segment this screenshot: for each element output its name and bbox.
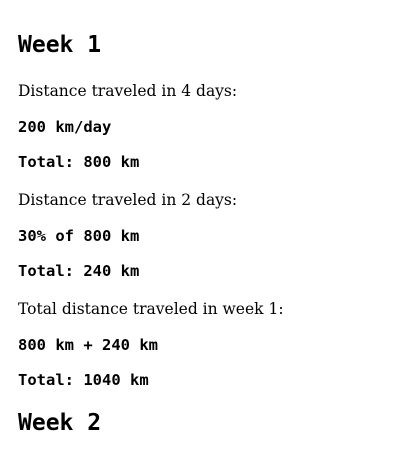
block-1-total: Total: 800 km xyxy=(18,153,140,171)
block-1-expression: 200 km/day xyxy=(18,118,112,136)
block-2-total: Total: 240 km xyxy=(18,262,140,280)
block-1-description: Distance traveled in 4 days: xyxy=(18,82,238,100)
week-1-heading: Week 1 xyxy=(18,32,102,58)
week-2-heading: Week 2 xyxy=(18,410,102,436)
block-2-description: Distance traveled in 2 days: xyxy=(18,191,238,209)
block-3-expression: 800 km + 240 km xyxy=(18,336,158,354)
document-page: Week 1 Distance traveled in 4 days: 200 … xyxy=(18,0,388,456)
block-3-description: Total distance traveled in week 1: xyxy=(18,300,284,318)
block-2-expression: 30% of 800 km xyxy=(18,227,140,245)
block-3-total: Total: 1040 km xyxy=(18,371,149,389)
